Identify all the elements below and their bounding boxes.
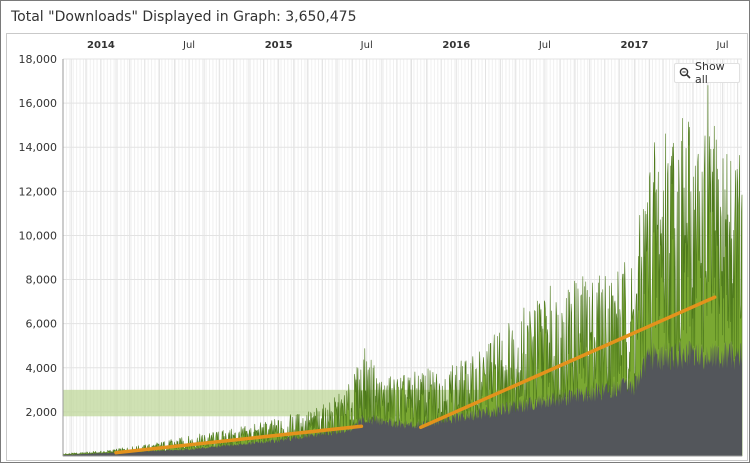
x-tick-label: 2017 — [621, 40, 649, 51]
y-tick-label: 10,000 — [19, 229, 58, 242]
x-tick-label: Jul — [182, 40, 195, 51]
show-all-button[interactable]: Show all — [674, 60, 740, 86]
y-tick-label: 16,000 — [19, 97, 58, 110]
x-tick-label: 2016 — [442, 40, 470, 51]
zoom-icon — [679, 67, 691, 79]
x-tick-label: Jul — [538, 40, 551, 51]
x-tick-label: 2014 — [87, 40, 115, 51]
baseline-area — [63, 340, 742, 456]
y-tick-label: 8,000 — [26, 274, 58, 287]
x-tick-label: 2015 — [265, 40, 293, 51]
x-tick-label: Jul — [715, 40, 728, 51]
x-tick-label: Jul — [360, 40, 373, 51]
page-title: Total "Downloads" Displayed in Graph: 3,… — [11, 9, 357, 25]
y-tick-label: 6,000 — [26, 318, 58, 331]
y-tick-label: 18,000 — [19, 53, 58, 66]
show-all-label: Show all — [695, 60, 725, 86]
y-tick-label: 14,000 — [19, 141, 58, 154]
y-tick-label: 12,000 — [19, 185, 58, 198]
y-tick-label: 4,000 — [26, 362, 58, 375]
trend-line-2 — [419, 295, 717, 430]
trend-line-1 — [114, 424, 364, 455]
y-tick-label: 2,000 — [26, 406, 58, 419]
